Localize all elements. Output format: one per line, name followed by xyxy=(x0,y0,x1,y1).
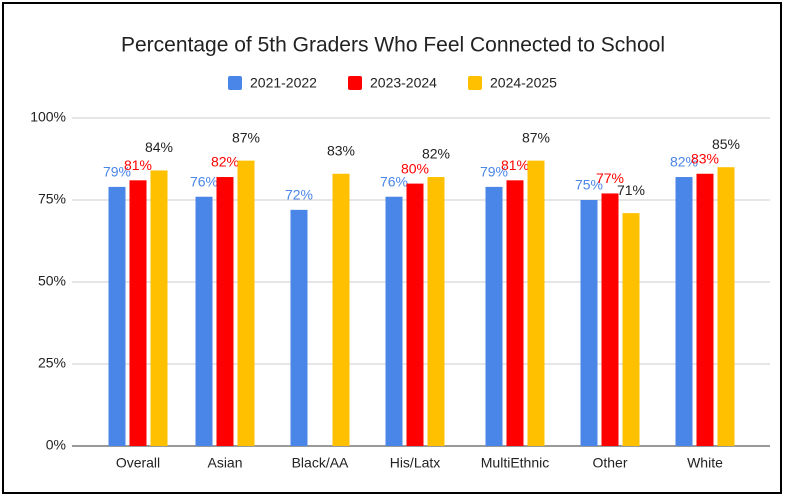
bar xyxy=(427,177,445,447)
bar xyxy=(506,180,524,446)
bar xyxy=(108,186,126,446)
y-tick-label: 25% xyxy=(38,355,66,371)
data-label: 83% xyxy=(327,142,355,158)
data-label: 85% xyxy=(712,136,740,152)
bar xyxy=(237,160,255,446)
bar xyxy=(129,180,147,446)
y-tick-label: 0% xyxy=(46,437,66,453)
bar xyxy=(406,183,424,446)
bar xyxy=(485,186,503,446)
bar xyxy=(675,177,693,447)
y-tick-label: 75% xyxy=(38,191,66,207)
legend-label: 2021-2022 xyxy=(250,75,317,91)
x-tick-label: MultiEthnic xyxy=(481,455,549,471)
bar xyxy=(332,173,350,446)
data-label: 82% xyxy=(670,154,698,170)
data-label: 79% xyxy=(103,164,131,180)
legend-swatch xyxy=(228,76,242,90)
bar xyxy=(290,209,308,446)
bar xyxy=(580,200,598,446)
data-label: 83% xyxy=(691,150,719,166)
data-label: 72% xyxy=(285,187,313,203)
bar xyxy=(717,167,735,446)
data-label: 77% xyxy=(596,170,624,186)
bar xyxy=(622,213,640,446)
x-tick-label: White xyxy=(687,455,723,471)
bar xyxy=(385,196,403,446)
legend-label: 2024-2025 xyxy=(490,75,557,91)
legend-swatch xyxy=(348,76,362,90)
data-label: 82% xyxy=(211,154,239,170)
data-label: 79% xyxy=(480,164,508,180)
x-tick-label: Other xyxy=(592,455,627,471)
legend-label: 2023-2024 xyxy=(370,75,437,91)
chart-title: Percentage of 5th Graders Who Feel Conne… xyxy=(121,34,665,57)
data-label: 81% xyxy=(501,157,529,173)
x-tick-label: Overall xyxy=(116,455,160,471)
y-tick-label: 50% xyxy=(38,273,66,289)
bar xyxy=(601,193,619,446)
bar xyxy=(216,177,234,447)
x-tick-label: His/Latx xyxy=(390,455,441,471)
data-label: 75% xyxy=(575,177,603,193)
data-label: 84% xyxy=(145,139,173,155)
data-label: 71% xyxy=(617,182,645,198)
data-label: 76% xyxy=(190,173,218,189)
data-label: 87% xyxy=(522,129,550,145)
data-label: 87% xyxy=(232,129,260,145)
data-label: 82% xyxy=(422,146,450,162)
bar xyxy=(696,173,714,446)
data-label: 81% xyxy=(124,157,152,173)
x-tick-label: Black/AA xyxy=(292,455,349,471)
x-tick-label: Asian xyxy=(207,455,242,471)
data-label: 76% xyxy=(380,173,408,189)
legend-swatch xyxy=(468,76,482,90)
y-tick-label: 100% xyxy=(30,109,66,125)
bar xyxy=(150,170,168,447)
bar xyxy=(195,196,213,446)
data-label: 80% xyxy=(401,160,429,176)
bar xyxy=(527,160,545,446)
